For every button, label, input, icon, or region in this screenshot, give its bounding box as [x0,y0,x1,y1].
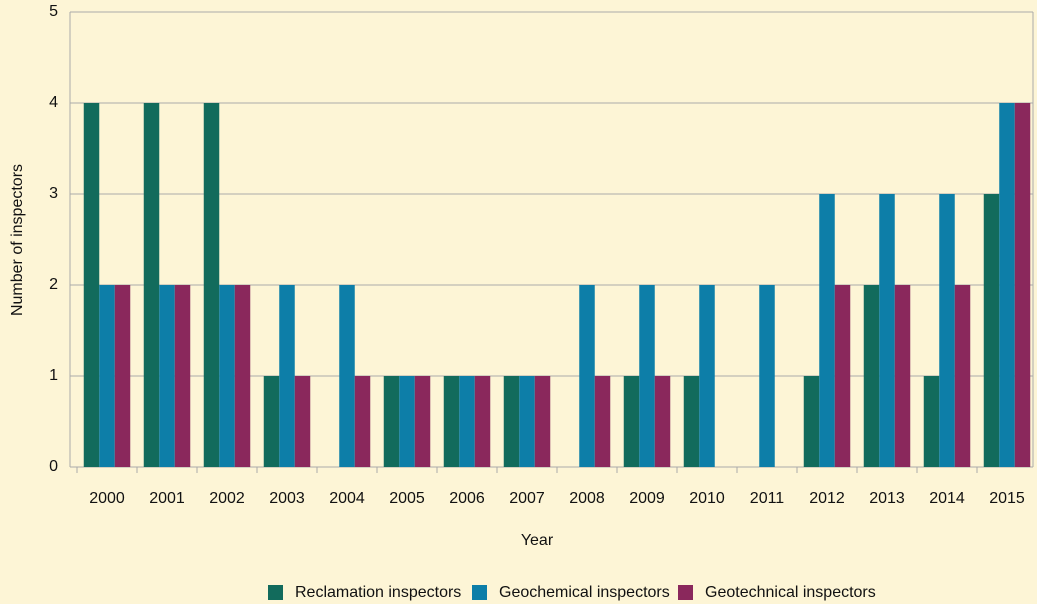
x-tick-label: 2007 [509,490,545,507]
bar [819,194,835,467]
bar [999,103,1015,467]
bar [654,376,671,467]
y-tick-label: 0 [49,458,58,475]
legend-swatch [268,585,283,600]
bar [174,285,191,467]
bar [834,285,851,467]
bar [503,376,520,467]
bar [114,285,131,467]
bar [294,376,311,467]
x-tick-label: 2012 [809,490,845,507]
bar [159,285,175,467]
legend-swatch [472,585,487,600]
bar [83,103,100,467]
bar [203,103,220,467]
y-axis-label: Number of inspectors [9,164,26,316]
bar [939,194,955,467]
bar [474,376,491,467]
x-axis-label: Year [521,532,554,549]
x-tick-label: 2006 [449,490,485,507]
bar [383,376,400,467]
x-tick-label: 2015 [989,490,1025,507]
bar [459,376,475,467]
x-tick-label: 2013 [869,490,905,507]
bar [894,285,911,467]
bar [263,376,280,467]
bar [983,194,1000,467]
bar [639,285,655,467]
bar [234,285,251,467]
legend-label: Reclamation inspectors [295,584,461,601]
bar [923,376,940,467]
x-tick-label: 2010 [689,490,725,507]
bar [879,194,895,467]
x-tick-label: 2001 [149,490,185,507]
bar [279,285,295,467]
legend-label: Geotechnical inspectors [705,584,876,601]
bar [954,285,971,467]
bar [443,376,460,467]
bar [534,376,551,467]
x-tick-label: 2008 [569,490,605,507]
bar [143,103,160,467]
bar [354,376,371,467]
bar [1014,103,1031,467]
bar [414,376,431,467]
bar [339,285,355,467]
x-tick-label: 2002 [209,490,245,507]
x-tick-label: 2004 [329,490,365,507]
bar [623,376,640,467]
bar [594,376,611,467]
x-tick-label: 2014 [929,490,965,507]
y-tick-label: 4 [49,94,58,111]
x-tick-label: 2011 [750,490,785,507]
y-tick-label: 5 [49,3,58,20]
bar [683,376,700,467]
bar [519,376,535,467]
y-tick-label: 1 [49,367,58,384]
x-tick-label: 2003 [269,490,305,507]
legend-swatch [678,585,693,600]
bar [399,376,415,467]
y-tick-label: 3 [49,185,58,202]
bar [99,285,115,467]
x-tick-label: 2005 [389,490,425,507]
y-tick-label: 2 [49,276,58,293]
x-tick-label: 2000 [89,490,125,507]
bar [759,285,775,467]
x-tick-label: 2009 [629,490,665,507]
bar [803,376,820,467]
bar [699,285,715,467]
bar [579,285,595,467]
bar [219,285,235,467]
bar [863,285,880,467]
legend-label: Geochemical inspectors [499,584,670,601]
